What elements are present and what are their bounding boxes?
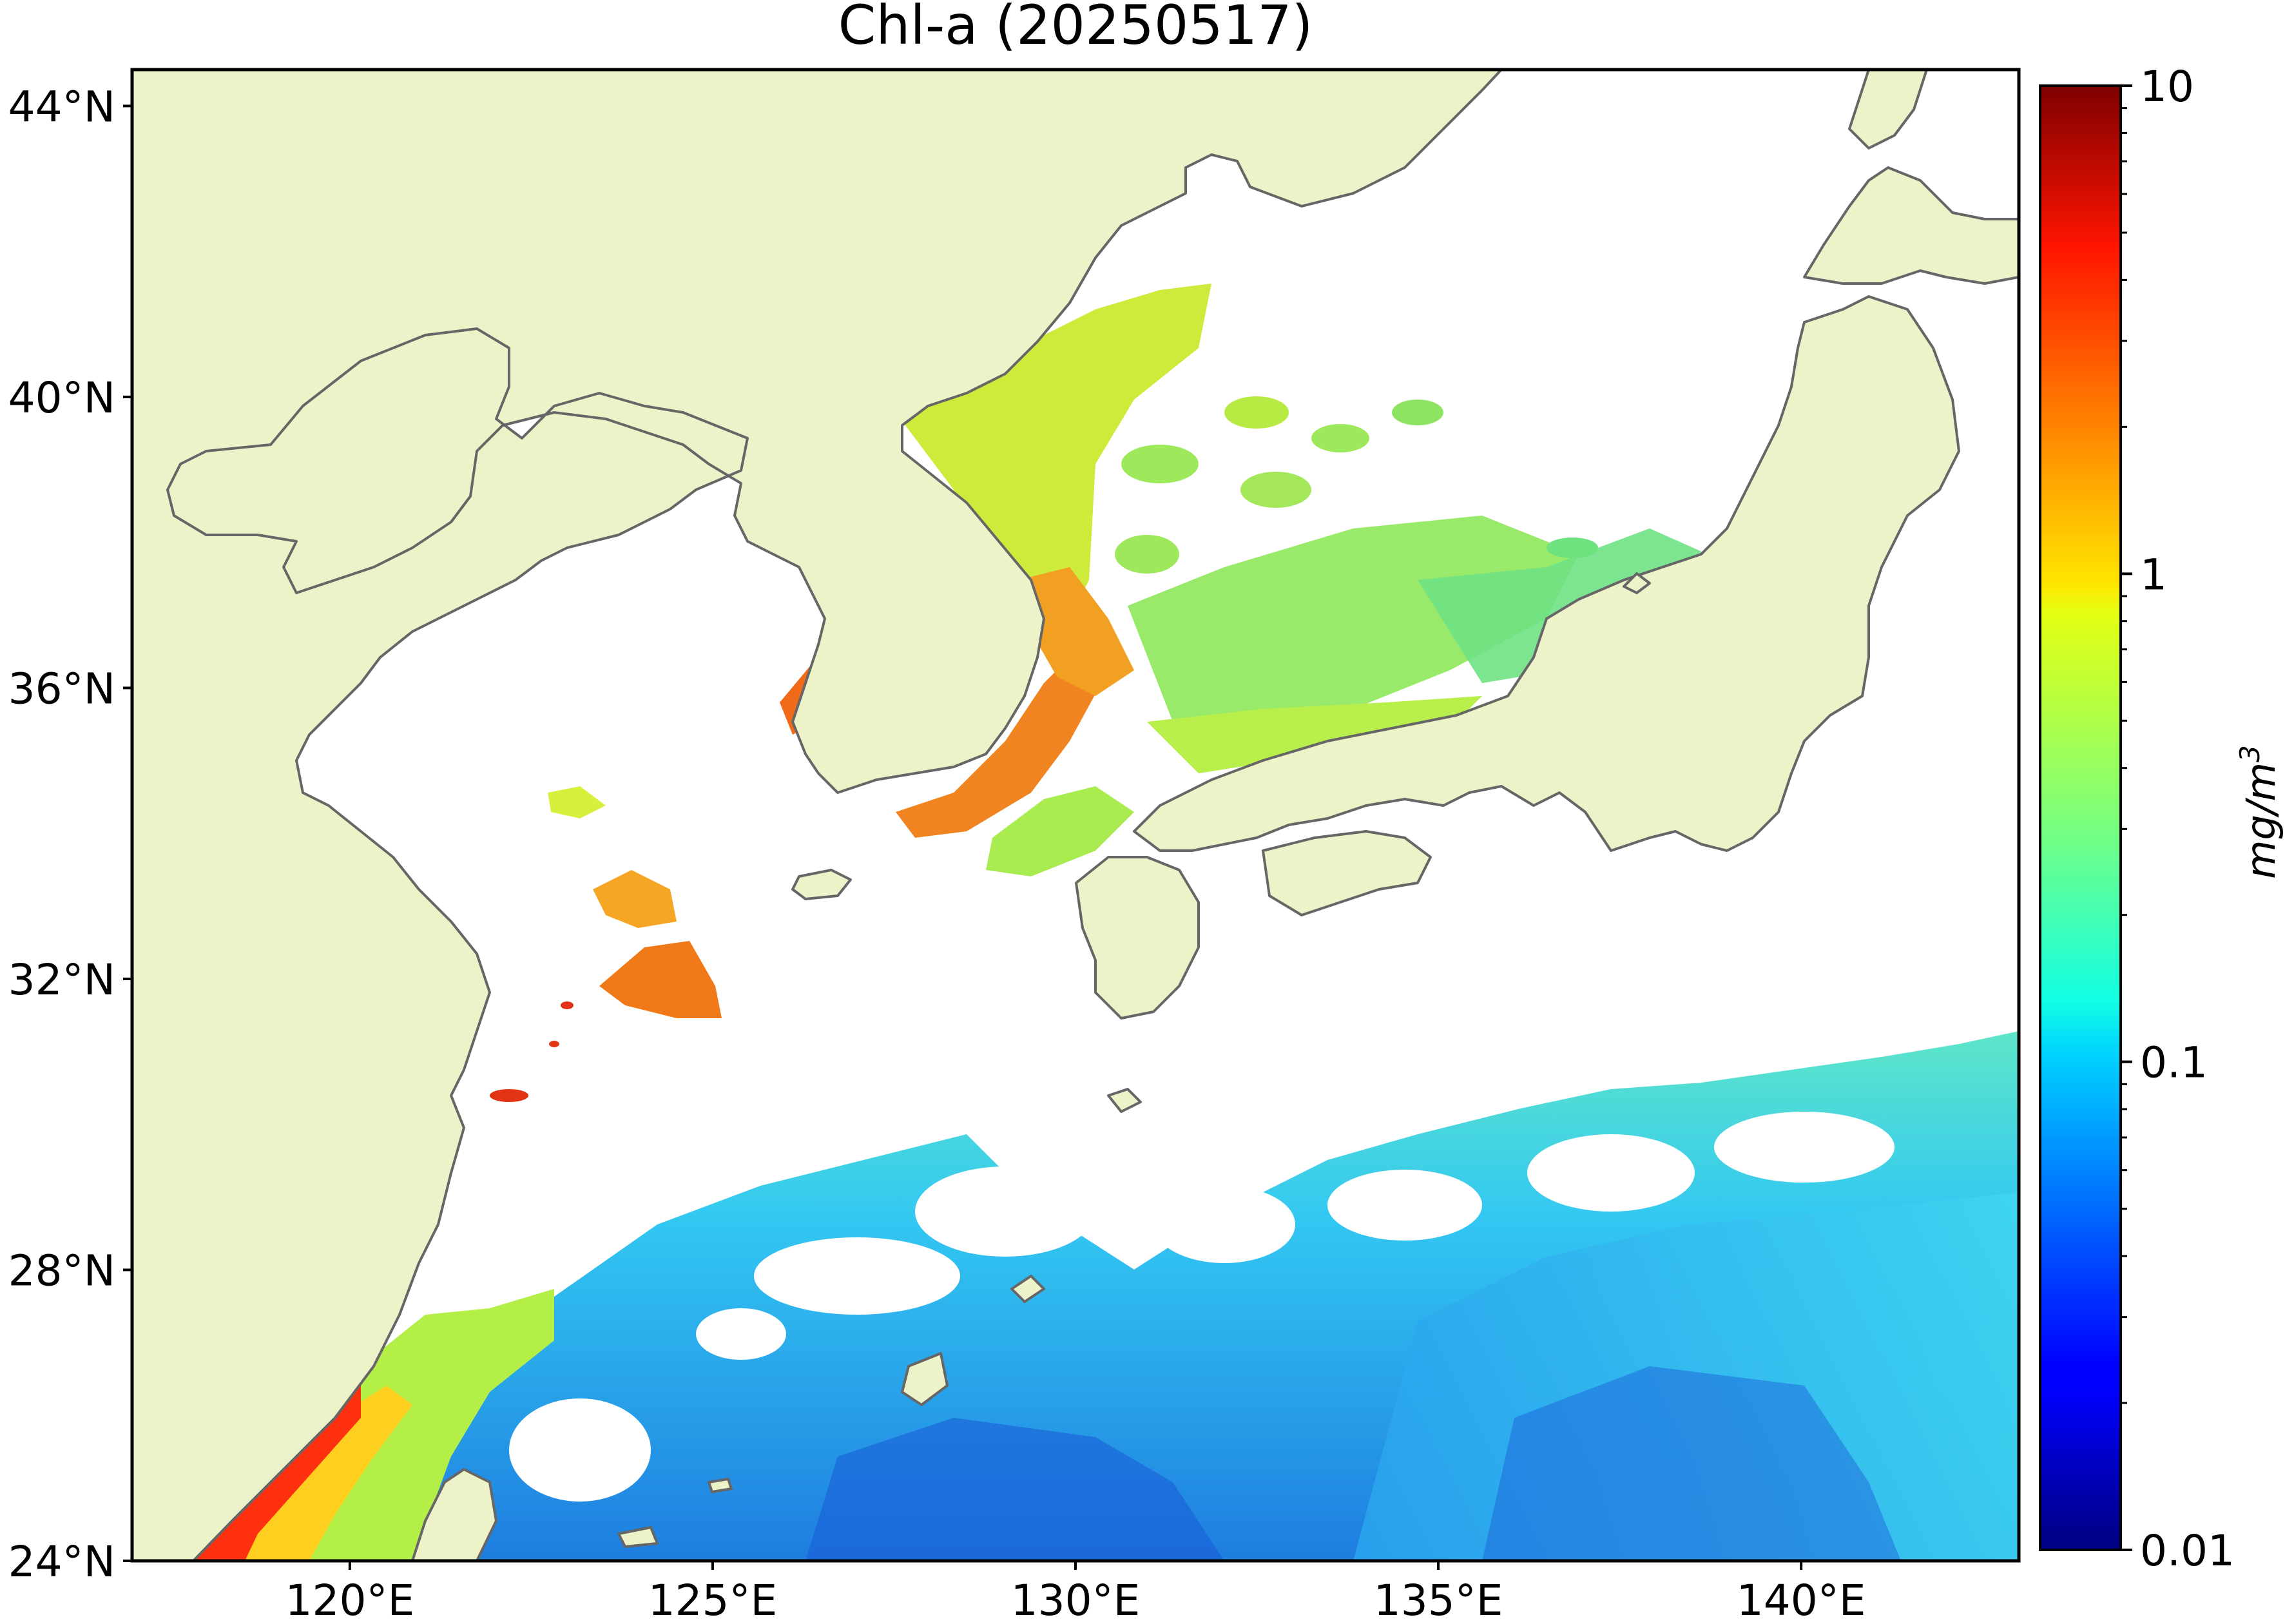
colorbar-tick-label: 10 [2140,62,2194,111]
land-masses [132,70,2019,1561]
cloud-gaps [509,1112,1895,1502]
lon-tick-label: 135°E [1374,1576,1503,1624]
chl-yellow-sea-patch-1 [593,870,677,928]
colorbar: 10 1 0.1 0.01 mg/m3 [2039,62,2284,1576]
longitude-axis: 120°E 125°E 130°E 135°E 140°E [285,1561,1866,1624]
chl-korea-south [896,644,1108,838]
colorbar-tick-label: 0.1 [2140,1038,2208,1088]
colorbar-gradient [2039,84,2122,1551]
lon-tick-label: 140°E [1737,1576,1866,1624]
map-title: Chl-a (20250517) [838,0,1313,57]
chl-yangtze-patches [490,1001,574,1102]
land-asia-mainland [132,70,1503,1561]
land-honshu [1133,295,1960,852]
chl-yellow-sea-patch-2 [599,941,722,1018]
colorbar-unit: mg/m [2237,762,2284,879]
chl-korea-strait [986,786,1134,876]
colorbar-unit-label: mg/m3 [2234,745,2284,879]
colorbar-ticks: 10 1 0.1 0.01 [2121,62,2235,1576]
land-okinawa [901,1352,949,1406]
chl-deep-blue-patch-east [1482,1366,1901,1561]
lat-tick-label: 40°N [8,373,115,423]
land-amami [1010,1275,1045,1303]
lon-tick-label: 130°E [1011,1576,1141,1624]
map-panel [132,70,2019,1561]
lon-tick-label: 125°E [648,1576,778,1624]
chl-yellow-sea-patch-3 [548,786,606,818]
land-miyako [708,1478,733,1493]
chl-sea-of-japan-center [1128,516,1579,728]
chl-sea-of-japan-east [1418,528,1708,683]
land-ishigaki [617,1526,659,1548]
land-jeju [791,869,852,900]
land-shikoku [1262,830,1432,916]
chl-scattered-patches [1115,396,1598,574]
chl-southeast-ocean [1353,1192,2019,1561]
land-hokkaido [1803,166,2019,285]
land-yakushima [1107,1088,1142,1113]
lat-tick-label: 28°N [8,1246,115,1295]
colorbar-tick-label: 1 [2140,550,2167,599]
land-taiwan [411,1468,497,1561]
lon-tick-label: 120°E [285,1576,415,1624]
lat-tick-label: 32°N [8,955,115,1005]
chl-sea-of-japan-orange [1018,567,1134,696]
colorbar-unit-superscript: 3 [2234,745,2266,762]
land-kyushu [1075,856,1200,1020]
latitude-axis: 44°N 40°N 36°N 32°N 28°N 24°N [8,82,132,1587]
lat-tick-label: 36°N [8,664,115,713]
chl-japan-sea-coast [1147,696,1482,773]
lat-tick-label: 24°N [8,1537,115,1587]
lat-tick-label: 44°N [8,82,115,131]
land-sakhalin [1848,70,1928,150]
colorbar-tick-label: 0.01 [2140,1526,2235,1576]
land-sado [1623,572,1651,594]
chl-deep-blue-patch [805,1418,1224,1561]
